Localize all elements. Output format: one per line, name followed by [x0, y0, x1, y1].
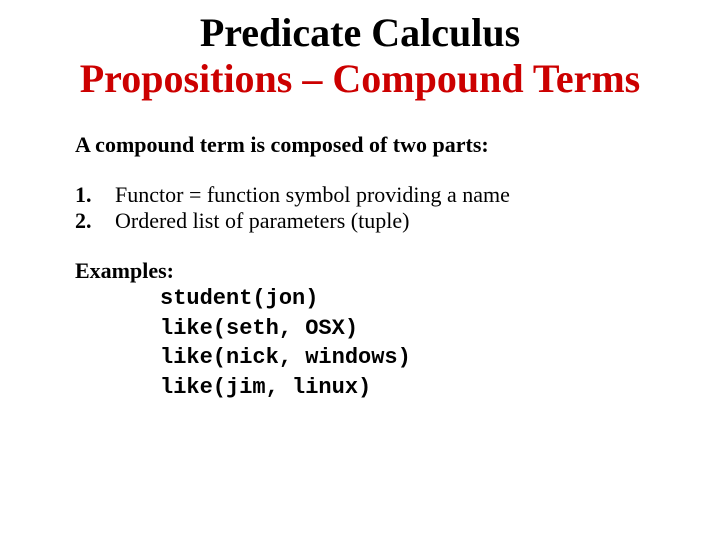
examples-label: Examples: [75, 258, 670, 284]
list-item: 1. Functor = function symbol providing a… [75, 182, 670, 208]
list-item: 2. Ordered list of parameters (tuple) [75, 208, 670, 234]
list-text: Functor = function symbol providing a na… [115, 182, 670, 208]
example-line: student(jon) [160, 284, 670, 314]
title-line-2: Propositions – Compound Terms [20, 56, 700, 102]
examples-block: student(jon) like(seth, OSX) like(nick, … [75, 284, 670, 403]
slide-content: A compound term is composed of two parts… [20, 132, 700, 403]
list-text: Ordered list of parameters (tuple) [115, 208, 670, 234]
intro-text: A compound term is composed of two parts… [75, 132, 670, 158]
list-number: 1. [75, 182, 115, 208]
example-line: like(jim, linux) [160, 373, 670, 403]
slide-title: Predicate Calculus Propositions – Compou… [20, 10, 700, 102]
title-line-1: Predicate Calculus [20, 10, 700, 56]
numbered-list: 1. Functor = function symbol providing a… [75, 182, 670, 234]
example-line: like(nick, windows) [160, 343, 670, 373]
list-number: 2. [75, 208, 115, 234]
example-line: like(seth, OSX) [160, 314, 670, 344]
